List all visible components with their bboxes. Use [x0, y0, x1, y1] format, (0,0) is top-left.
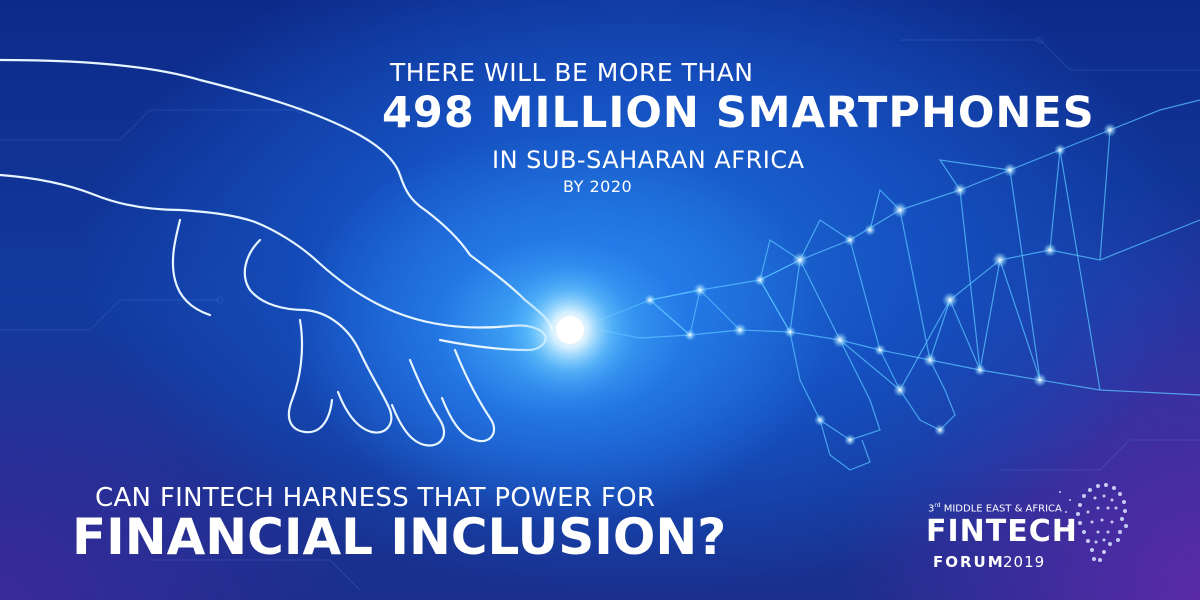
headline-main-stat: 498 MILLION SMARTPHONES — [382, 88, 1095, 138]
headline-year: BY 2020 — [563, 177, 633, 196]
logo-ordinal: 3 — [928, 503, 935, 515]
head-profile-logo-icon — [1057, 483, 1128, 562]
headline-region: IN SUB-SAHARAN AFRICA — [492, 146, 805, 174]
logo-forum: FORUM — [933, 553, 1005, 571]
question-line-1: CAN FINTECH HARNESS THAT POWER FOR — [95, 483, 656, 513]
logo-ordinal-suffix: rd — [934, 502, 941, 509]
logo-title: FINTECH — [926, 514, 1078, 549]
logo-region: MIDDLE EAST & AFRICA — [943, 503, 1062, 515]
network-nodes — [644, 123, 1117, 446]
light-spark-core — [556, 316, 584, 344]
logo-subtitle: 3rd MIDDLE EAST & AFRICA — [928, 502, 1062, 514]
question-line-2: FINANCIAL INCLUSION? — [72, 508, 727, 566]
logo-year: 2019 — [1003, 553, 1046, 571]
circuit-pattern — [0, 36, 1200, 591]
headline-intro: THERE WILL BE MORE THAN — [390, 58, 754, 87]
